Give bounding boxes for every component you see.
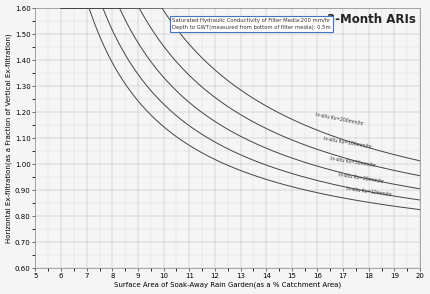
Text: Saturated Hydraulic Conductivity of Filter Media:200 mm/hr
Depth to GWT(measured: Saturated Hydraulic Conductivity of Filt…	[172, 19, 331, 30]
Text: In-situ Ks=200mm/hr: In-situ Ks=200mm/hr	[315, 112, 364, 126]
Text: In-situ Ks=50mm/hr: In-situ Ks=50mm/hr	[330, 156, 376, 168]
Text: 3-Month ARIs: 3-Month ARIs	[327, 13, 416, 26]
Text: In-situ Ks=100mm/hr: In-situ Ks=100mm/hr	[322, 135, 372, 149]
Text: In-situ Ks=20mm/hr: In-situ Ks=20mm/hr	[338, 172, 384, 184]
Y-axis label: Horizontal Ex-filtration(as a Fraction of Vertical Ex-filtration): Horizontal Ex-filtration(as a Fraction o…	[6, 33, 12, 243]
X-axis label: Surface Area of Soak-Away Rain Garden(as a % Catchment Area): Surface Area of Soak-Away Rain Garden(as…	[114, 282, 341, 288]
Text: In-situ Ks=10mm/hr: In-situ Ks=10mm/hr	[346, 186, 392, 197]
